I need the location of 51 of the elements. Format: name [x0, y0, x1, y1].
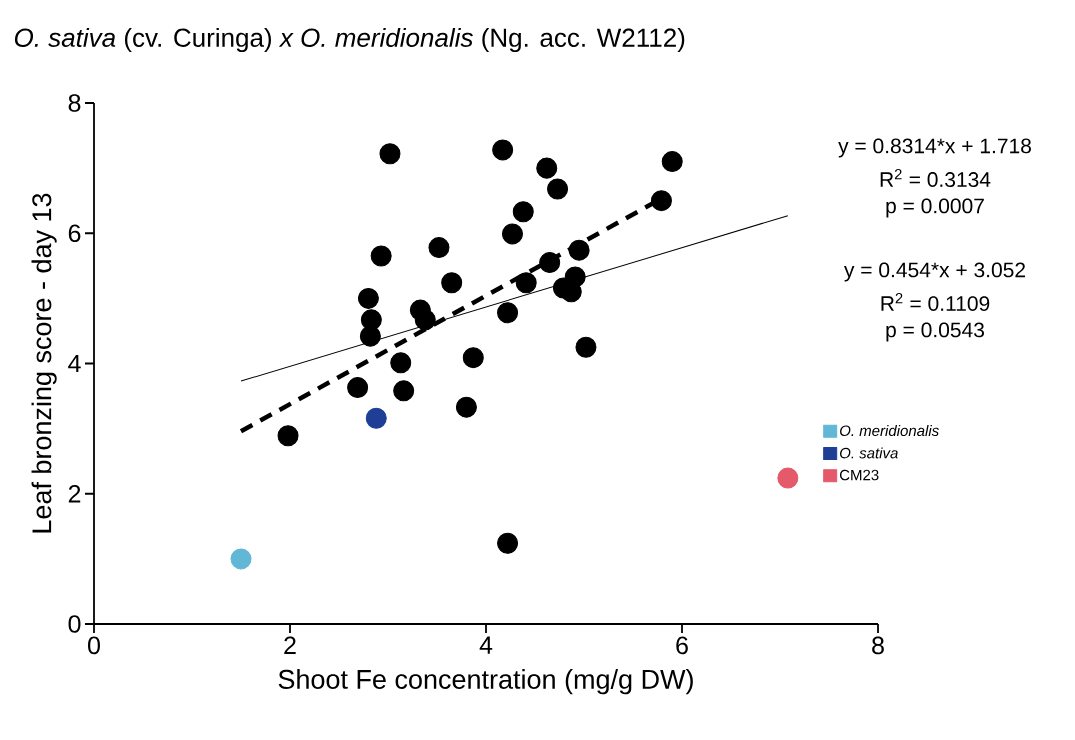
- y-axis-title: Leaf bronzing score - day 13: [31, 193, 57, 533]
- x-tick-label: 8: [872, 636, 884, 655]
- point: [347, 377, 369, 399]
- point: [515, 272, 537, 294]
- point: [568, 239, 590, 261]
- legend-label: O. meridionalis: [840, 425, 939, 437]
- text: R$^{2}$ = 0.1109: [881, 293, 990, 311]
- x-tick-label: 2: [284, 636, 296, 654]
- legend-label: O. sativa: [840, 447, 898, 459]
- point: [650, 190, 672, 212]
- point: [365, 407, 387, 429]
- point: [536, 157, 558, 179]
- point: [357, 287, 379, 309]
- y-tick-label: 4: [68, 354, 81, 373]
- text: R$^{2}$ = 0.3134: [880, 169, 991, 187]
- annotation: y = 0.454*x + 3.052: [843, 262, 1025, 282]
- point: [393, 380, 415, 402]
- point: [575, 336, 597, 358]
- annotation: y = 0.8314*x + 1.718: [838, 138, 1031, 158]
- point: [379, 143, 401, 165]
- point: [390, 352, 412, 374]
- point: [441, 272, 463, 294]
- text: p = 0.0543: [886, 322, 984, 342]
- point: [462, 347, 484, 369]
- point: [777, 467, 799, 489]
- point: [512, 201, 534, 223]
- point: [370, 245, 392, 267]
- point: [539, 252, 561, 274]
- point: [428, 237, 450, 259]
- point: [277, 425, 299, 447]
- x-tick-label: 4: [479, 636, 493, 654]
- point: [359, 325, 381, 347]
- point: [492, 139, 514, 161]
- point: [497, 302, 519, 324]
- point: [547, 178, 569, 200]
- point: [455, 396, 477, 418]
- x-tick-label: 0: [88, 636, 100, 655]
- point: [661, 151, 683, 173]
- legend-label: CM23: [839, 469, 879, 481]
- x-tick-label: 6: [676, 636, 688, 655]
- point: [501, 223, 523, 245]
- text: p = 0.0007: [886, 198, 984, 218]
- y-tick-label: 0: [68, 615, 81, 633]
- chart-title: O. sativa (cv. Curinga) x O. meridionalis (Ng. acc. W2112): [14, 27, 685, 53]
- y-tick-label: 8: [68, 94, 81, 112]
- y-tick-label: 6: [68, 224, 81, 243]
- point: [414, 309, 436, 331]
- point: [230, 548, 252, 570]
- point: [497, 532, 519, 554]
- y-tick-label: 2: [68, 485, 81, 503]
- x-axis-title: Shoot Fe concentration (mg/g DW): [278, 669, 693, 695]
